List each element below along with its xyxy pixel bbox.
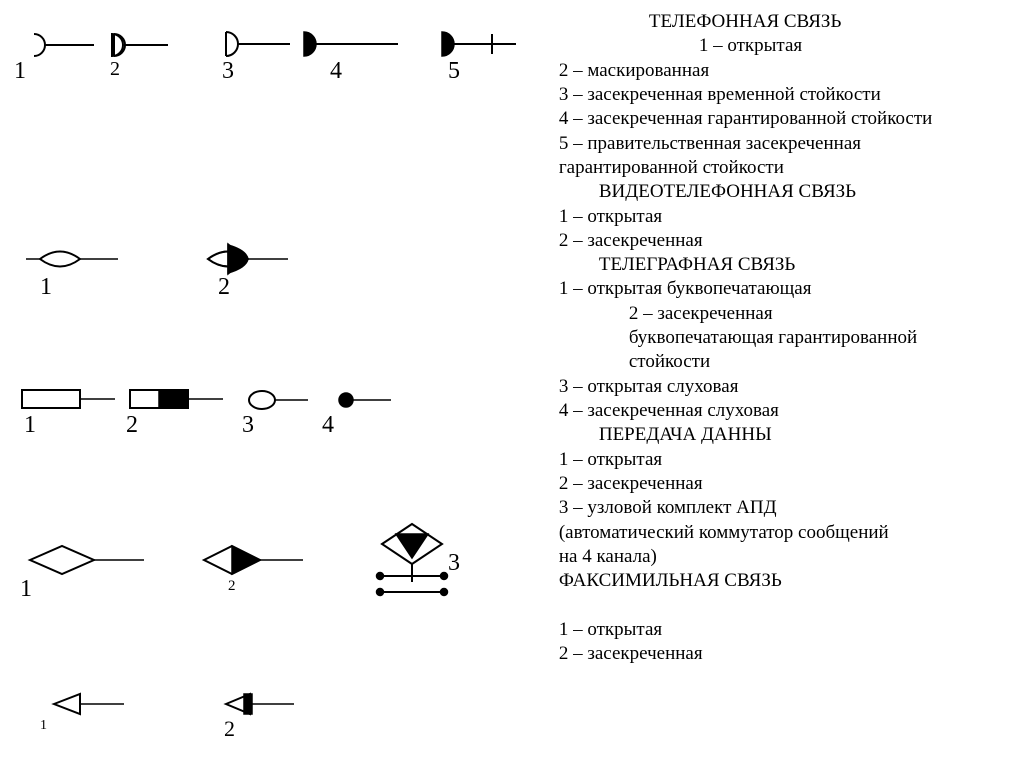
sec1-item3: 3 – засекреченная временной стойкости — [559, 83, 1004, 107]
sec4-item3: 3 – узловой комплект АПД — [559, 496, 1004, 520]
tel-label-1: 1 — [14, 58, 26, 85]
tel-label-4: 4 — [330, 58, 342, 85]
video-symbol-2 — [198, 242, 308, 282]
tg-label-2: 2 — [126, 412, 138, 439]
tel-symbol-4 — [298, 28, 408, 66]
fax-label-1: 1 — [40, 718, 47, 734]
tg-label-4: 4 — [322, 412, 334, 439]
data-symbol-2 — [198, 544, 318, 586]
sec2-item2: 2 – засекреченная — [559, 229, 1004, 253]
sec1-item1: 1 – открытая — [559, 34, 1004, 58]
sec4-item1: 1 – открытая — [559, 448, 1004, 472]
sec2-item1: 1 – открытая — [559, 205, 1004, 229]
video-label-2: 2 — [218, 274, 230, 301]
data-label-1: 1 — [20, 576, 32, 603]
sec5-item2: 2 – засекреченная — [559, 642, 1004, 666]
tg-symbol-1 — [20, 388, 130, 420]
tel-label-2: 2 — [110, 58, 120, 81]
sec1-item4: 4 – засекреченная гарантированной стойко… — [559, 107, 1004, 131]
tg-symbol-3 — [246, 388, 326, 420]
fax-symbol-2 — [222, 692, 312, 726]
video-label-1: 1 — [40, 274, 52, 301]
sec3-item4: 4 – засекреченная слуховая — [559, 399, 1004, 423]
page: 1 2 3 4 — [0, 0, 1024, 767]
data-label-3: 3 — [448, 550, 460, 577]
sec3-item1: 1 – открытая буквопечатающая — [559, 277, 1004, 301]
sec4-trailer2: на 4 канала) — [559, 545, 1004, 569]
tg-symbol-4 — [336, 390, 406, 418]
tel-symbol-2 — [108, 30, 188, 66]
sec5-item1: 1 – открытая — [559, 618, 1004, 642]
sec3-item3: 3 – открытая слуховая — [559, 375, 1004, 399]
tel-symbol-1 — [24, 30, 104, 66]
data-symbol-1 — [24, 544, 154, 586]
tg-label-1: 1 — [24, 412, 36, 439]
sec1-item5: 5 – правительственная засекреченная гара… — [559, 132, 1004, 181]
sec4-item2: 2 – засекреченная — [559, 472, 1004, 496]
legend-panel: ТЕЛЕФОННАЯ СВЯЗЬ 1 – открытая 2 – маскир… — [559, 0, 1024, 767]
fax-label-2: 2 — [224, 716, 235, 742]
fax-symbol-1 — [50, 692, 140, 726]
sec5-title: ФАКСИМИЛЬНАЯ СВЯЗЬ — [559, 569, 1004, 593]
tel-label-3: 3 — [222, 58, 234, 85]
data-label-2: 2 — [228, 578, 236, 595]
sec2-title: ВИДЕОТЕЛЕФОННАЯ СВЯЗЬ — [559, 180, 1004, 204]
tg-symbol-2 — [128, 388, 238, 420]
sec4-trailer1: (автоматический коммутатор сообщений — [559, 521, 1004, 545]
sec4-title: ПЕРЕДАЧА ДАННЫ — [559, 423, 1004, 447]
sec1-item2: 2 – маскированная — [559, 59, 1004, 83]
tg-label-3: 3 — [242, 412, 254, 439]
sec1-title: ТЕЛЕФОННАЯ СВЯЗЬ — [559, 10, 1004, 34]
sec3-item2b: буквопечатающая гарантированной — [559, 326, 1004, 350]
sec3-item2a: 2 – засекреченная — [559, 302, 1004, 326]
symbols-panel: 1 2 3 4 — [0, 0, 559, 767]
tel-label-5: 5 — [448, 58, 460, 85]
sec3-title: ТЕЛЕГРАФНАЯ СВЯЗЬ — [559, 253, 1004, 277]
sec3-item2c: стойкости — [559, 350, 1004, 374]
